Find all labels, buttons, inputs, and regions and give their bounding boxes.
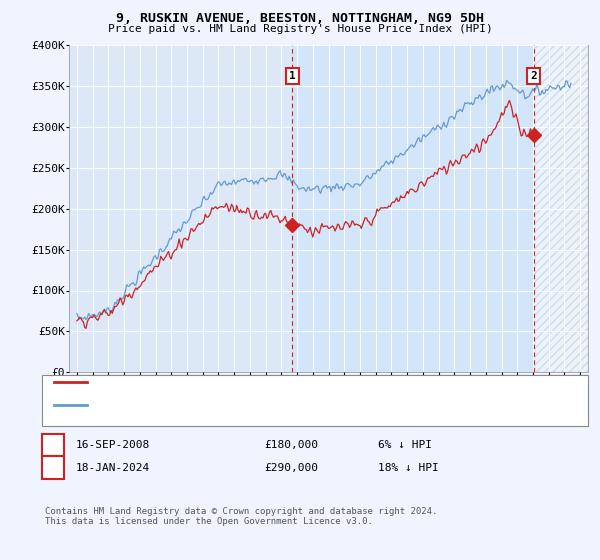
Text: 2: 2: [50, 463, 56, 473]
Text: £180,000: £180,000: [264, 440, 318, 450]
Bar: [292, 45, 533, 372]
Text: Contains HM Land Registry data © Crown copyright and database right 2024.
This d: Contains HM Land Registry data © Crown c…: [45, 507, 437, 526]
Text: Price paid vs. HM Land Registry's House Price Index (HPI): Price paid vs. HM Land Registry's House …: [107, 24, 493, 34]
Text: 9, RUSKIN AVENUE, BEESTON, NOTTINGHAM, NG9 5DH (detached house): 9, RUSKIN AVENUE, BEESTON, NOTTINGHAM, N…: [93, 377, 487, 388]
Text: 6% ↓ HPI: 6% ↓ HPI: [378, 440, 432, 450]
Text: 16-SEP-2008: 16-SEP-2008: [76, 440, 151, 450]
Bar: [533, 45, 588, 372]
Text: 18-JAN-2024: 18-JAN-2024: [76, 463, 151, 473]
Text: 9, RUSKIN AVENUE, BEESTON, NOTTINGHAM, NG9 5DH: 9, RUSKIN AVENUE, BEESTON, NOTTINGHAM, N…: [116, 12, 484, 25]
Text: HPI: Average price, detached house, Broxtowe: HPI: Average price, detached house, Brox…: [93, 400, 368, 410]
Text: 1: 1: [50, 440, 56, 450]
Text: 2: 2: [530, 71, 537, 81]
Text: £290,000: £290,000: [264, 463, 318, 473]
Text: 18% ↓ HPI: 18% ↓ HPI: [378, 463, 439, 473]
Text: 1: 1: [289, 71, 296, 81]
